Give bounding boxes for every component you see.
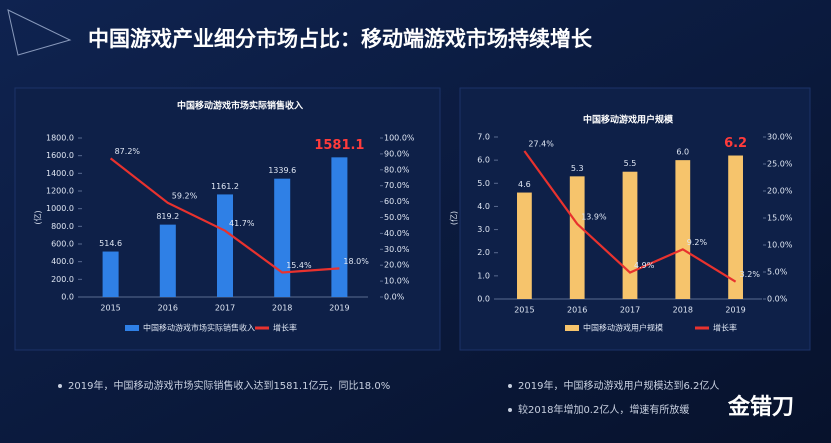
y2-tick-label: 30.0% (767, 133, 793, 142)
x-tick-label: 2016 (158, 304, 178, 313)
y-tick-label: 1600.0 (46, 151, 74, 160)
data-label: 18.0% (343, 257, 369, 266)
y2-tick-label: 10.0% (384, 277, 410, 286)
bar (274, 178, 291, 297)
legend-swatch (125, 325, 139, 331)
bar (675, 160, 691, 299)
data-label: 4.6 (518, 180, 531, 189)
legend-label: 增长率 (273, 323, 297, 333)
y2-tick-label: 20.0% (384, 261, 410, 270)
data-label: 819.2 (156, 212, 179, 221)
y2-tick-label: 30.0% (384, 245, 410, 254)
y2-tick-label: 5.0% (767, 268, 788, 277)
y-tick-label: 3.0 (477, 225, 490, 234)
y2-tick-label: 80.0% (384, 165, 410, 174)
y2-tick-label: 90.0% (384, 149, 410, 158)
y-tick-label: 1400.0 (46, 169, 74, 178)
legend-label: 增长率 (713, 323, 737, 333)
y2-tick-label: 70.0% (384, 181, 410, 190)
y-tick-label: 1800.0 (46, 134, 74, 143)
data-label: 87.2% (115, 147, 141, 156)
bullet (508, 384, 512, 388)
data-label: 6.0 (676, 148, 689, 157)
decoration (7, 9, 72, 56)
bar (331, 157, 348, 297)
x-tick-label: 2016 (567, 306, 587, 315)
legend-label: 中国移动游戏市场实际销售收入 (143, 323, 255, 333)
y-tick-label: 1200.0 (46, 187, 74, 196)
growth-line (109, 157, 340, 274)
y-tick-label: 400.0 (51, 257, 74, 266)
y-tick-label: 7.0 (477, 133, 490, 142)
y2-tick-label: 10.0% (767, 241, 793, 250)
legend-label: 中国移动游戏用户规模 (583, 323, 663, 333)
x-tick-label: 2017 (215, 304, 235, 313)
chart-title: 中国移动游戏市场实际销售收入 (177, 100, 303, 112)
x-tick-label: 2015 (100, 304, 120, 313)
chart-title: 中国移动游戏用户规模 (583, 114, 674, 126)
y2-tick-label: 0.0% (767, 295, 788, 304)
note: 2019年，中国移动游戏用户规模达到6.2亿人 (518, 379, 719, 392)
data-label: 1161.2 (211, 182, 239, 191)
data-label: 9.2% (687, 238, 708, 247)
bar (622, 171, 638, 299)
data-label: 13.9% (581, 212, 607, 221)
y-tick-label: 1.0 (477, 271, 490, 280)
bar (517, 192, 532, 299)
bar (569, 176, 585, 299)
y-axis-label: (亿) (33, 210, 43, 224)
data-label: 5.5 (624, 159, 637, 168)
y-tick-label: 0.0 (61, 293, 74, 302)
y2-tick-label: 0.0% (384, 293, 405, 302)
data-label: 6.2 (724, 136, 747, 151)
note: 2019年，中国移动游戏市场实际销售收入达到1581.1亿元，同比18.0% (68, 379, 390, 392)
bullet (508, 408, 512, 412)
data-label: 27.4% (528, 140, 554, 149)
y2-tick-label: 50.0% (384, 213, 410, 222)
data-label: 5.3 (571, 164, 584, 173)
y-tick-label: 6.0 (477, 156, 490, 165)
slide-title: 中国游戏产业细分市场占比：移动端游戏市场持续增长 (88, 27, 593, 51)
x-tick-label: 2017 (620, 306, 640, 315)
watermark: 金错刀 (727, 394, 794, 420)
x-tick-label: 2018 (272, 304, 292, 313)
y-tick-label: 2.0 (477, 248, 490, 257)
bullet (58, 384, 62, 388)
y2-tick-label: 25.0% (767, 160, 793, 169)
y-tick-label: 800.0 (51, 222, 74, 231)
data-label: 41.7% (229, 219, 255, 228)
data-label: 59.2% (172, 191, 198, 200)
bar (216, 194, 234, 297)
data-label: 1581.1 (314, 138, 364, 153)
y2-tick-label: 15.0% (767, 214, 793, 223)
y-tick-label: 1000.0 (46, 204, 74, 213)
data-label: 1339.6 (268, 166, 296, 175)
legend-swatch (565, 325, 579, 331)
data-label: 4.9% (634, 261, 655, 270)
data-label: 3.2% (740, 270, 761, 279)
data-label: 15.4% (286, 261, 312, 270)
x-tick-label: 2018 (673, 306, 693, 315)
data-label: 514.6 (99, 239, 122, 248)
y-tick-label: 4.0 (477, 202, 490, 211)
y2-tick-label: 40.0% (384, 229, 410, 238)
x-tick-label: 2019 (329, 304, 349, 313)
x-tick-label: 2015 (514, 306, 534, 315)
bar (728, 155, 743, 299)
y2-tick-label: 100.0% (384, 134, 415, 143)
y-tick-label: 200.0 (51, 275, 74, 284)
growth-line (523, 150, 737, 283)
y-tick-label: 5.0 (477, 179, 490, 188)
y2-tick-label: 60.0% (384, 197, 410, 206)
y-axis-label: (亿) (449, 211, 459, 225)
y-tick-label: 0.0 (477, 295, 490, 304)
y2-tick-label: 20.0% (767, 187, 793, 196)
x-tick-label: 2019 (725, 306, 745, 315)
y-tick-label: 600.0 (51, 240, 74, 249)
bar (159, 224, 176, 297)
note: 较2018年增加0.2亿人，增速有所放缓 (518, 403, 689, 416)
bar (102, 251, 119, 297)
